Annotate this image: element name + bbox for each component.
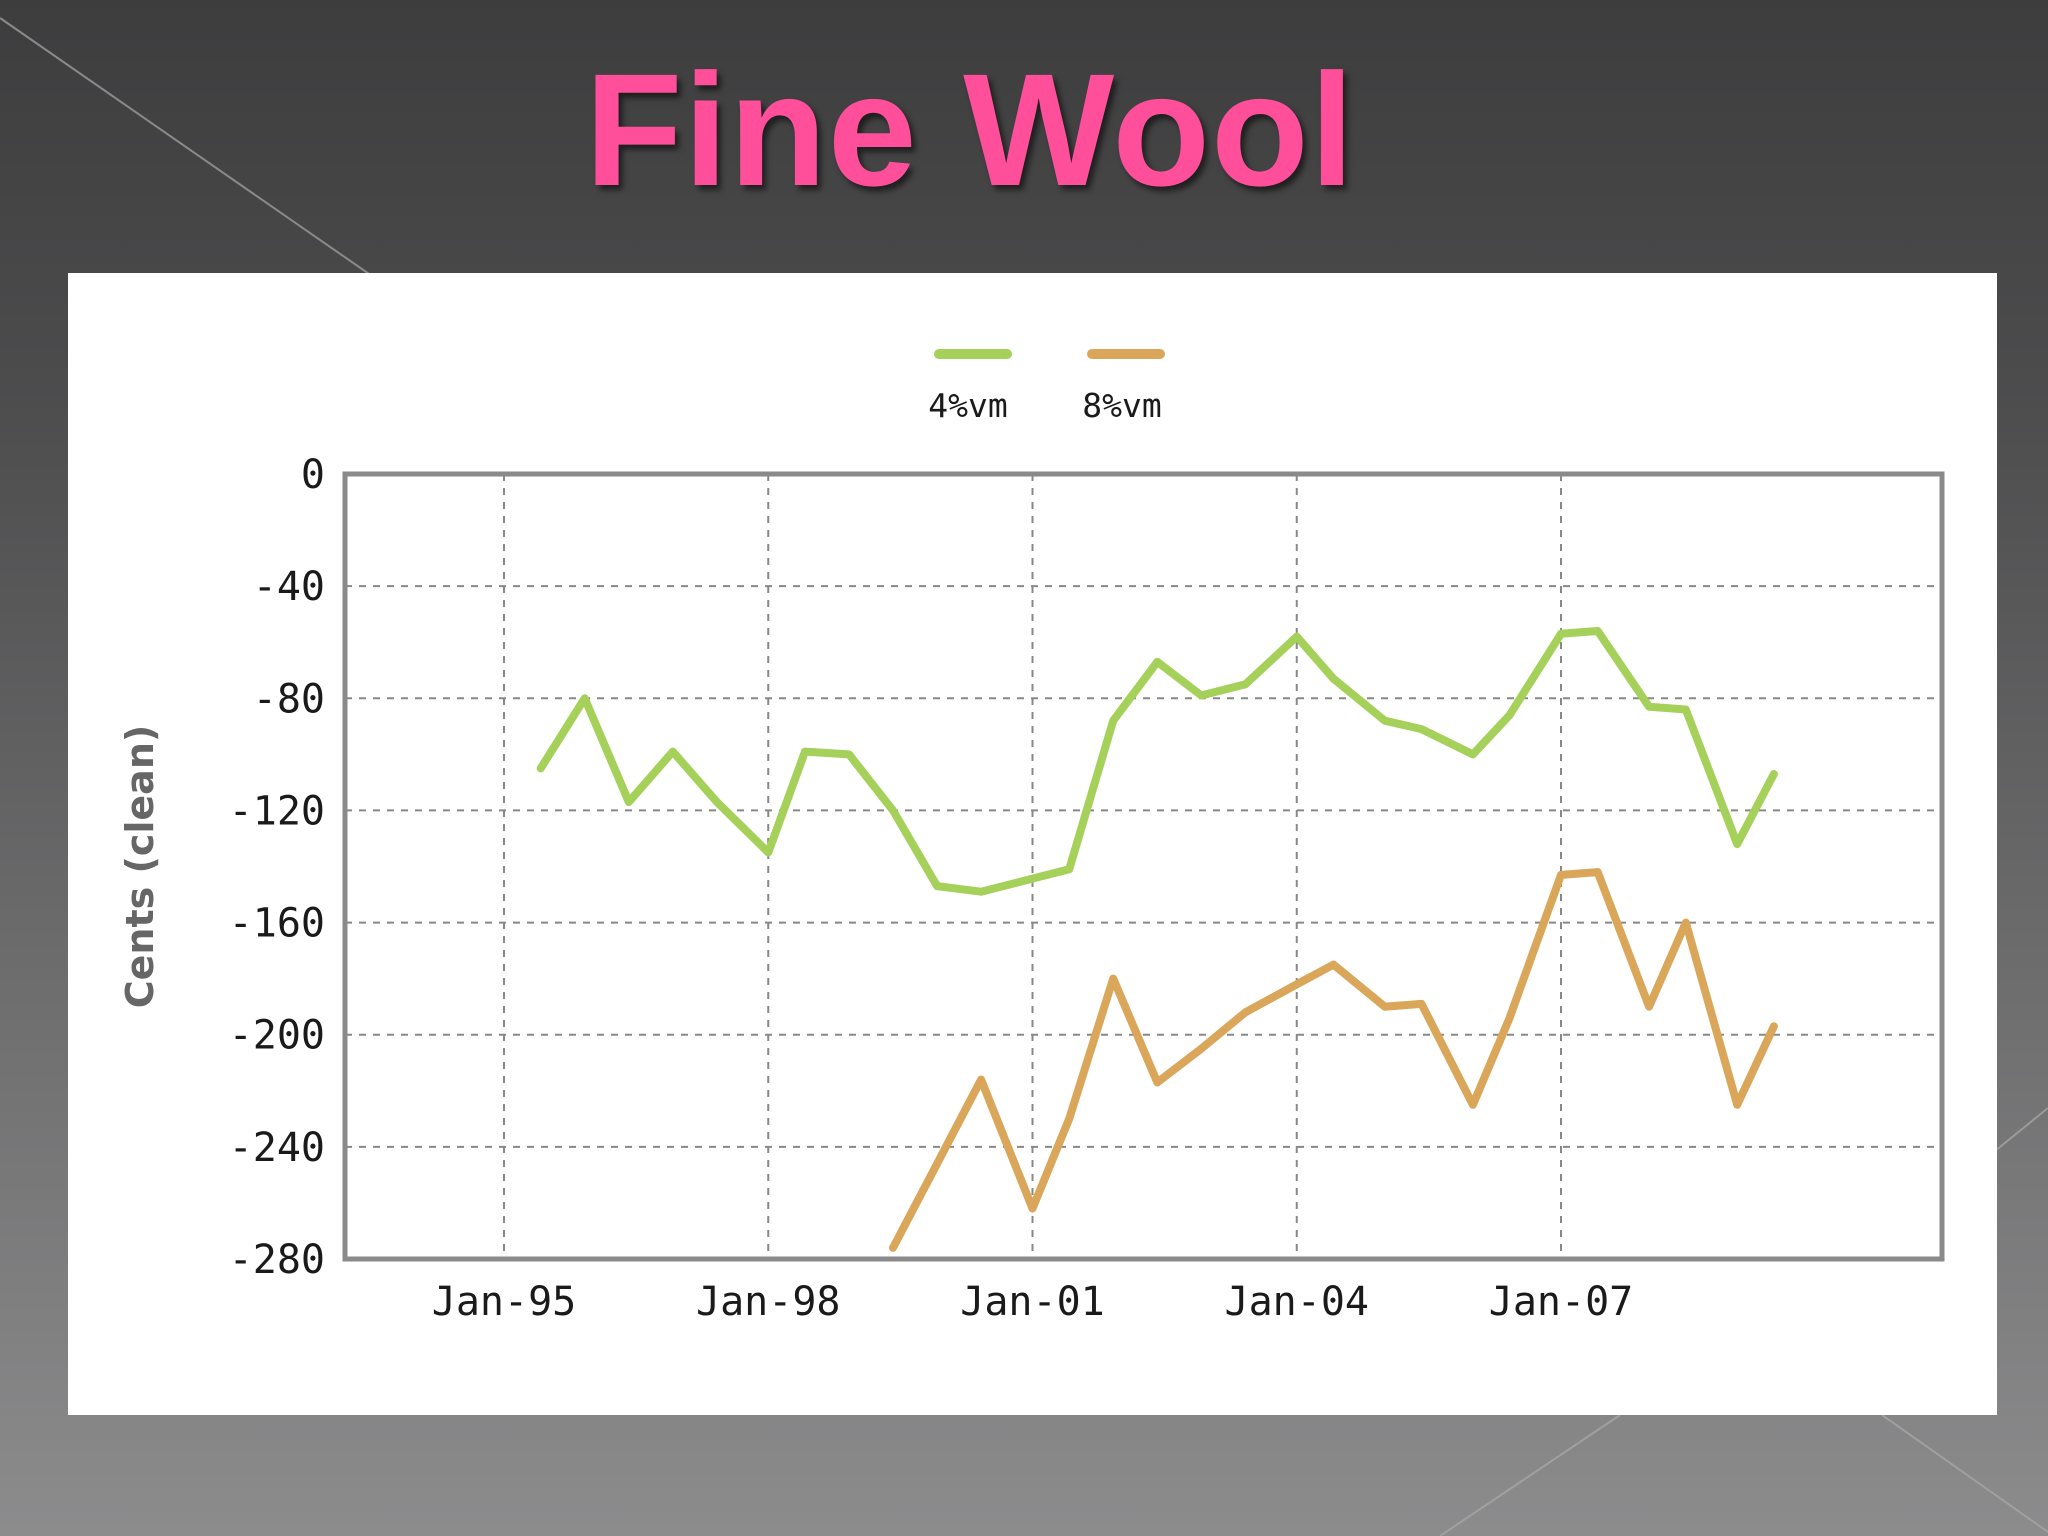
- x-tick-label: Jan-07: [1489, 1279, 1634, 1325]
- chart-panel: 0 -40 -80 -120 -160 -200 -240 -280 Jan-95 Jan-98 J…: [68, 273, 1997, 1415]
- y-tick-label: -80: [253, 676, 325, 722]
- x-tick-label: Jan-98: [696, 1279, 841, 1325]
- line-chart: 0 -40 -80 -120 -160 -200 -240 -280 Jan-95 Jan-98 J…: [118, 349, 1945, 1325]
- x-tick-label: Jan-95: [432, 1279, 577, 1325]
- y-tick-label: -240: [229, 1125, 325, 1171]
- legend-label: 8%vm: [1082, 386, 1161, 425]
- slide-title: Fine Wool: [584, 40, 1356, 219]
- x-tick-label: Jan-01: [960, 1279, 1105, 1325]
- plot-area-border: [342, 471, 1945, 1262]
- y-axis-title: Cents (clean): [118, 725, 162, 1008]
- y-tick-label: -120: [229, 788, 325, 834]
- y-tick-label: -200: [229, 1013, 325, 1059]
- y-tick-label: 0: [301, 452, 325, 498]
- series-line-2: [889, 868, 1778, 1252]
- y-tick-label: -160: [229, 901, 325, 947]
- y-tick-label: -40: [253, 564, 325, 610]
- x-tick-label: Jan-04: [1225, 1279, 1370, 1325]
- series-line-1: [536, 627, 1778, 896]
- y-tick-label: -280: [229, 1237, 325, 1283]
- legend-label: 4%vm: [928, 386, 1007, 425]
